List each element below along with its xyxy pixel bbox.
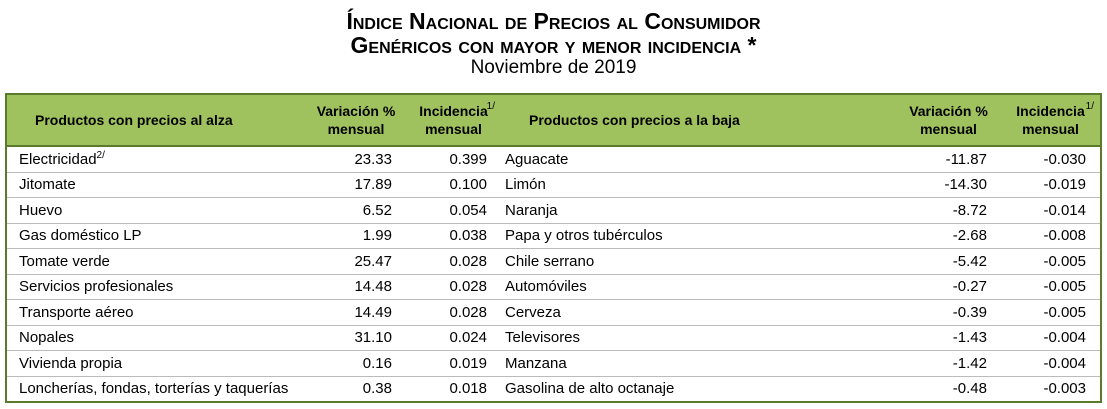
- cell: Chile serrano: [501, 248, 896, 274]
- cell: -0.004: [1001, 324, 1101, 351]
- note: 1/: [486, 101, 495, 112]
- row: Servicios profesionales 14.48 0.028 Automóv…: [6, 273, 1101, 300]
- cell: 0.028: [406, 248, 501, 274]
- cell: Televisores: [501, 324, 896, 351]
- cell: -0.39: [896, 299, 1001, 325]
- cell: -0.48: [896, 375, 1001, 402]
- cell: -2.68: [896, 222, 1001, 249]
- table: Productos con precios al alza Variación %…: [5, 93, 1102, 403]
- cell-text: Variación % mensual: [909, 103, 988, 137]
- cell: Naranja: [501, 197, 896, 223]
- cell: 0.018: [406, 375, 501, 402]
- cell: -0.014: [1001, 197, 1101, 223]
- cell-text: Productos con precios a la baja: [529, 112, 740, 128]
- row: Huevo 6.52 0.054 Naranja -8.72 -0.014: [6, 197, 1101, 223]
- cell: 0.024: [406, 324, 501, 351]
- row: Vivienda propia 0.16 0.019 Manzana -1.42 -0.0…: [6, 350, 1101, 376]
- column-header: Productos con precios a la baja: [501, 94, 896, 147]
- cell: -0.008: [1001, 222, 1101, 249]
- cell: -1.42: [896, 350, 1001, 376]
- cell: -11.87: [896, 145, 1001, 172]
- cell: Cerveza: [501, 299, 896, 325]
- cell-text: Variación % mensual: [316, 103, 396, 137]
- column-header: Incidencia mensual 1/: [406, 94, 501, 147]
- cell: -0.27: [896, 273, 1001, 300]
- cell: -8.72: [896, 197, 1001, 223]
- cell: Papa y otros tubérculos: [501, 222, 896, 249]
- cell: Loncherías, fondas, torterías y taquería…: [6, 375, 306, 402]
- row: Electricidad2/23.33 0.399 Aguacate -11.87 -0…: [6, 145, 1101, 172]
- cell: 0.019: [406, 350, 501, 376]
- title: Índice Nacional de Precios al Consumidor: [346, 8, 761, 34]
- cell: 25.47: [306, 248, 406, 274]
- cell: -14.30: [896, 171, 1001, 198]
- cell: Servicios profesionales: [6, 273, 306, 300]
- cell: Automóviles: [501, 273, 896, 300]
- column-header: Productos con precios al alza: [6, 94, 306, 147]
- cell: -1.43: [896, 324, 1001, 351]
- column-header: Variación % mensual: [896, 94, 1001, 147]
- cell: Limón: [501, 171, 896, 198]
- subtitle: Genéricos con mayor y menor incidencia *: [350, 32, 757, 58]
- note: 1/: [1085, 101, 1094, 112]
- cell: Huevo: [6, 197, 306, 223]
- cell: Aguacate: [501, 145, 896, 172]
- cell: 14.49: [306, 299, 406, 325]
- cell: Tomate verde: [6, 248, 306, 274]
- row: Gas doméstico LP 1.99 0.038 Papa y otros tu…: [6, 222, 1101, 249]
- cell: -0.003: [1001, 375, 1101, 402]
- row: Tomate verde 25.47 0.028 Chile serrano -5.42…: [6, 248, 1101, 274]
- header-row: Productos con precios al alza Variación %…: [6, 94, 1101, 147]
- cell: Electricidad2/: [6, 145, 306, 172]
- cell: Vivienda propia: [6, 350, 306, 376]
- cell: 1.99: [306, 222, 406, 249]
- cell: Jitomate: [6, 171, 306, 198]
- row: Nopales 31.10 0.024 Televisores -1.43 -0.004: [6, 324, 1101, 351]
- cell: Nopales: [6, 324, 306, 351]
- cell: Manzana: [501, 350, 896, 376]
- cell: 0.028: [406, 273, 501, 300]
- cell: -0.005: [1001, 248, 1101, 274]
- cell: Transporte aéreo: [6, 299, 306, 325]
- row: Transporte aéreo 14.49 0.028 Cerveza -0.39 -0…: [6, 299, 1101, 325]
- cell-text: Incidencia mensual: [1016, 103, 1085, 137]
- cell: -0.004: [1001, 350, 1101, 376]
- cell: 0.038: [406, 222, 501, 249]
- cell: 14.48: [306, 273, 406, 300]
- date: Noviembre de 2019: [470, 57, 637, 78]
- row: Jitomate 17.89 0.100 Limón -14.30 -0.019: [6, 171, 1101, 198]
- cell: Gas doméstico LP: [6, 222, 306, 249]
- row: Loncherías, fondas, torterías y taquería…: [6, 375, 1101, 402]
- cell: 6.52: [306, 197, 406, 223]
- cell: -0.005: [1001, 299, 1101, 325]
- cell-text: Incidencia mensual: [419, 103, 488, 137]
- cell-text: Electricidad: [19, 151, 97, 169]
- cell: 31.10: [306, 324, 406, 351]
- cell: 0.38: [306, 375, 406, 402]
- cell: 0.028: [406, 299, 501, 325]
- cell: 0.399: [406, 145, 501, 172]
- cell: -0.030: [1001, 145, 1101, 172]
- cell: Gasolina de alto octanaje: [501, 375, 896, 402]
- cell: 0.054: [406, 197, 501, 223]
- column-header: Incidencia mensual 1/: [1001, 94, 1101, 147]
- cell: 17.89: [306, 171, 406, 198]
- cell: 0.100: [406, 171, 501, 198]
- column-header: Variación % mensual: [306, 94, 406, 147]
- cell: -0.019: [1001, 171, 1101, 198]
- note: 2/: [96, 150, 105, 162]
- cell: 23.33: [306, 145, 406, 172]
- cell: -0.005: [1001, 273, 1101, 300]
- cell: -5.42: [896, 248, 1001, 274]
- cell: 0.16: [306, 350, 406, 376]
- cell-text: Productos con precios al alza: [35, 112, 233, 128]
